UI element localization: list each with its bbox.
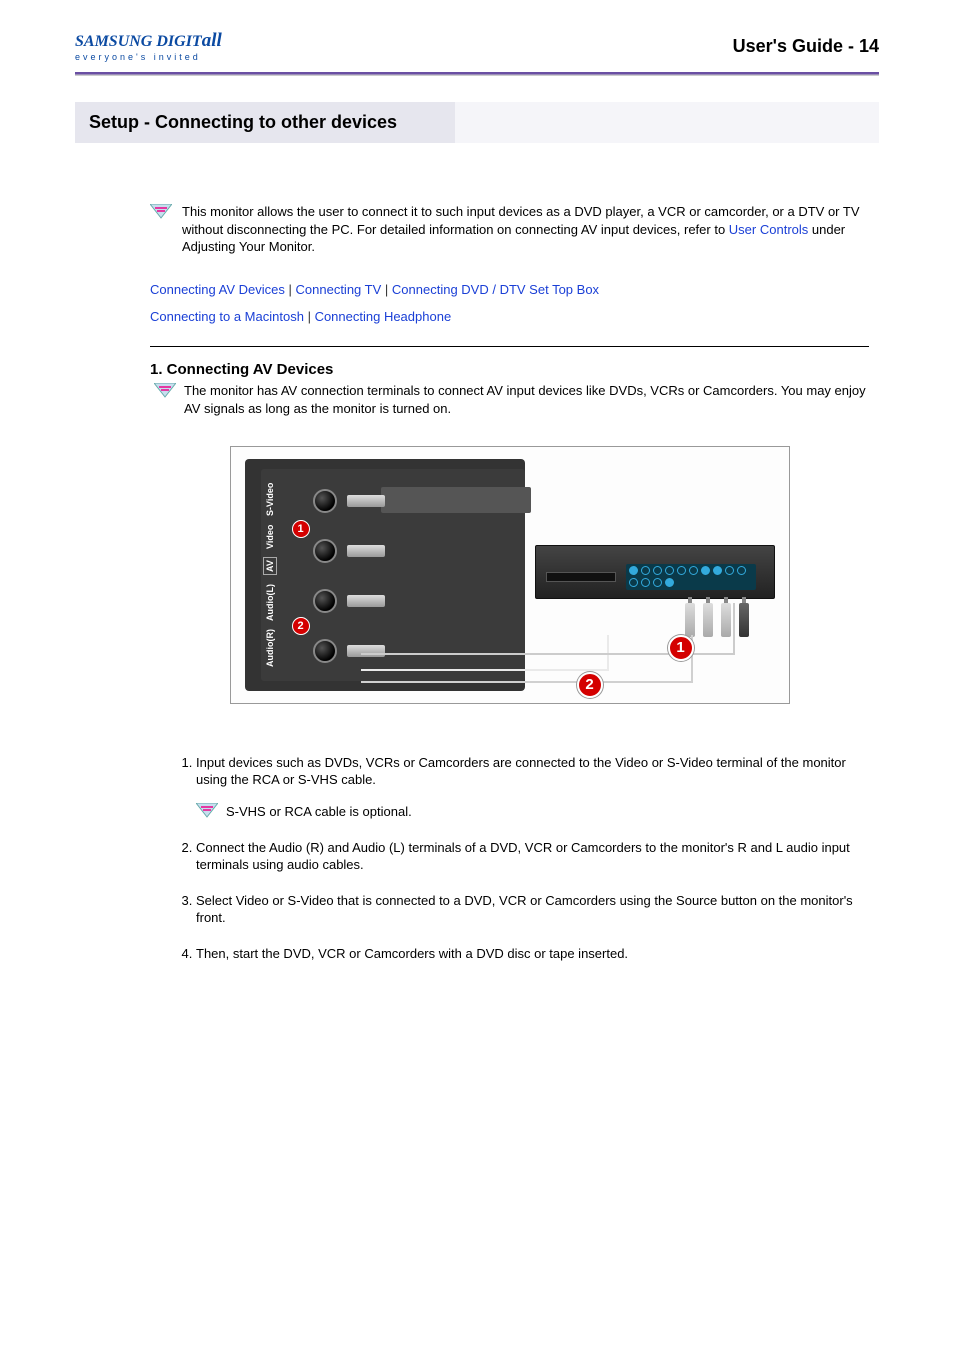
section-title-bar: Setup - Connecting to other devices — [75, 102, 879, 143]
av-device — [535, 545, 775, 599]
instruction-text: Connect the Audio (R) and Audio (L) term… — [196, 840, 850, 873]
av-device-ports — [626, 564, 756, 590]
instruction-text: Select Video or S-Video that is connecte… — [196, 893, 853, 926]
page-header: SAMSUNG DIGITall everyone's invited User… — [75, 30, 879, 62]
nav-links-row-2: Connecting to a Macintosh | Connecting H… — [150, 305, 869, 328]
monitor-rear: Audio(R) Audio(L) AV Video S-Video 1 2 — [245, 459, 525, 691]
instruction-1-note-text: S-VHS or RCA cable is optional. — [226, 803, 412, 821]
intro-text: This monitor allows the user to connect … — [182, 203, 869, 256]
instruction-item-1: Input devices such as DVDs, VCRs or Camc… — [196, 754, 869, 821]
instruction-item-3: Select Video or S-Video that is connecte… — [196, 892, 869, 927]
label-audio-r: Audio(R) — [265, 628, 275, 666]
instruction-text: Then, start the DVD, VCR or Camcorders w… — [196, 946, 628, 961]
label-av: AV — [263, 557, 277, 575]
section-title: Setup - Connecting to other devices — [75, 102, 455, 143]
port-tag-2: 2 — [292, 617, 310, 635]
page-sep: - — [843, 36, 859, 56]
jack-audio-r — [313, 633, 385, 669]
subsection-heading: 1. Connecting AV Devices — [150, 361, 869, 378]
callout-badge-1: 1 — [668, 635, 694, 661]
link-macintosh[interactable]: Connecting to a Macintosh — [150, 309, 304, 324]
jack-svideo — [313, 483, 385, 519]
plug-rca-3 — [721, 603, 731, 637]
brand-logo: SAMSUNG DIGITall everyone's invited — [75, 30, 222, 62]
plug-rca-1 — [685, 603, 695, 637]
connection-diagram: Audio(R) Audio(L) AV Video S-Video 1 2 — [230, 446, 790, 704]
note-icon — [196, 803, 218, 821]
note-icon — [150, 204, 172, 256]
instruction-text: Input devices such as DVDs, VCRs or Camc… — [196, 755, 846, 788]
link-connecting-tv[interactable]: Connecting TV — [296, 282, 382, 297]
brand-suffix: all — [202, 30, 222, 51]
brand-main: SAMSUNG DIGIT — [75, 33, 202, 50]
nav-sep: | — [289, 282, 296, 297]
plug-rca-2 — [703, 603, 713, 637]
nav-links-row-1: Connecting AV Devices | Connecting TV | … — [150, 278, 869, 301]
label-svideo: S-Video — [265, 483, 275, 516]
link-connecting-av[interactable]: Connecting AV Devices — [150, 282, 285, 297]
diagram-container: Audio(R) Audio(L) AV Video S-Video 1 2 — [150, 446, 869, 704]
page-number: 14 — [859, 36, 879, 56]
port-labels-column: Audio(R) Audio(L) AV Video S-Video — [263, 479, 277, 671]
label-video: Video — [265, 524, 275, 548]
jack-video — [313, 533, 385, 569]
monitor-top-panel — [381, 487, 531, 513]
callout-badge-2: 2 — [577, 672, 603, 698]
brand-tagline: everyone's invited — [75, 52, 222, 62]
header-title: User's Guide - 14 — [733, 36, 879, 57]
subsection-note: The monitor has AV connection terminals … — [154, 382, 869, 417]
cable-plugs — [685, 603, 749, 637]
cable-line — [361, 681, 691, 683]
instruction-1-note: S-VHS or RCA cable is optional. — [196, 803, 869, 821]
jack-audio-l — [313, 583, 385, 619]
guide-label: User's Guide — [733, 36, 843, 56]
instruction-item-2: Connect the Audio (R) and Audio (L) term… — [196, 839, 869, 874]
user-controls-link[interactable]: User Controls — [729, 222, 808, 237]
section-divider — [150, 346, 869, 347]
section-title-spacer — [455, 102, 879, 143]
plug-svideo — [739, 603, 749, 637]
cable-line — [733, 603, 735, 655]
cable-line — [361, 669, 607, 671]
note-icon — [154, 383, 176, 417]
jack-column — [313, 483, 385, 669]
instruction-item-4: Then, start the DVD, VCR or Camcorders w… — [196, 945, 869, 963]
nav-sep: | — [385, 282, 392, 297]
monitor-inner: Audio(R) Audio(L) AV Video S-Video 1 2 — [261, 469, 525, 681]
link-headphone[interactable]: Connecting Headphone — [315, 309, 452, 324]
nav-sep: | — [308, 309, 315, 324]
link-connecting-dvd-dtv[interactable]: Connecting DVD / DTV Set Top Box — [392, 282, 599, 297]
av-device-slot — [546, 572, 616, 582]
port-tag-1: 1 — [292, 520, 310, 538]
header-divider — [75, 72, 879, 76]
instruction-list: Input devices such as DVDs, VCRs or Camc… — [150, 754, 869, 963]
intro-note: This monitor allows the user to connect … — [150, 203, 869, 256]
label-audio-l: Audio(L) — [265, 583, 275, 620]
subsection-note-text: The monitor has AV connection terminals … — [184, 382, 869, 417]
